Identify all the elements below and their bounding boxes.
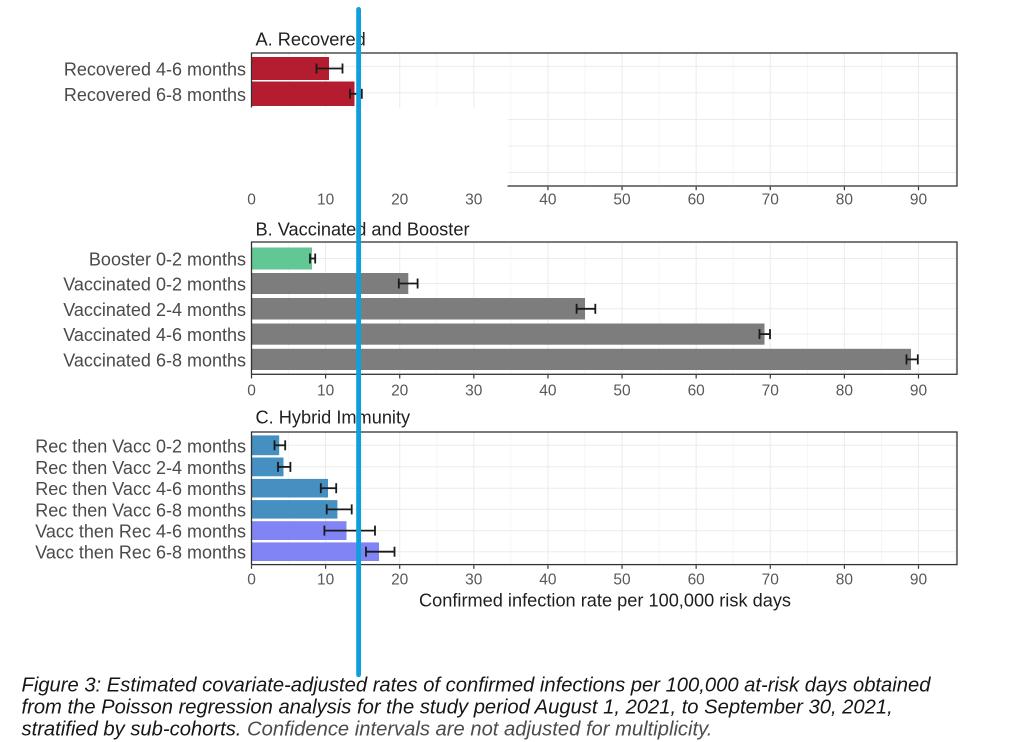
- svg-text:from the Poisson regression an: from the Poisson regression analysis for…: [22, 697, 893, 719]
- svg-text:30: 30: [465, 571, 483, 588]
- svg-text:60: 60: [688, 192, 706, 209]
- svg-text:Rec then Vacc 4-6 months: Rec then Vacc 4-6 months: [35, 479, 246, 499]
- svg-text:40: 40: [539, 571, 557, 588]
- svg-text:0: 0: [247, 192, 256, 209]
- svg-text:60: 60: [688, 571, 706, 588]
- svg-text:50: 50: [613, 383, 631, 400]
- svg-text:Vaccinated 2-4 months: Vaccinated 2-4 months: [63, 300, 246, 320]
- svg-text:Rec then Vacc 0-2 months: Rec then Vacc 0-2 months: [35, 436, 246, 456]
- svg-text:C. Hybrid Immunity: C. Hybrid Immunity: [256, 408, 412, 428]
- svg-text:80: 80: [836, 192, 854, 209]
- svg-text:Rec then Vacc 2-4 months: Rec then Vacc 2-4 months: [35, 458, 246, 478]
- svg-text:Vacc then Rec 6-8 months: Vacc then Rec 6-8 months: [35, 543, 246, 563]
- svg-text:60: 60: [688, 383, 706, 400]
- svg-text:stratified by sub-cohorts. Con: stratified by sub-cohorts. Confidence in…: [22, 719, 713, 741]
- svg-text:Booster 0-2 months: Booster 0-2 months: [89, 250, 246, 270]
- svg-text:0: 0: [247, 383, 256, 400]
- svg-text:0: 0: [247, 571, 256, 588]
- svg-text:80: 80: [836, 383, 854, 400]
- svg-text:Vacc then Rec 4-6 months: Vacc then Rec 4-6 months: [35, 522, 246, 542]
- svg-text:Vaccinated 4-6 months: Vaccinated 4-6 months: [63, 325, 246, 345]
- svg-text:Figure 3: Estimated covariate-: Figure 3: Estimated covariate-adjusted r…: [22, 675, 932, 697]
- svg-text:90: 90: [910, 571, 928, 588]
- svg-text:30: 30: [465, 192, 483, 209]
- svg-text:90: 90: [910, 192, 928, 209]
- svg-text:Rec then Vacc 6-8 months: Rec then Vacc 6-8 months: [35, 500, 246, 520]
- svg-text:Confirmed infection rate per 1: Confirmed infection rate per 100,000 ris…: [419, 591, 791, 611]
- svg-text:90: 90: [910, 383, 928, 400]
- svg-text:50: 50: [613, 192, 631, 209]
- svg-text:20: 20: [391, 192, 409, 209]
- svg-text:Recovered 4-6 months: Recovered 4-6 months: [64, 60, 246, 80]
- svg-text:70: 70: [762, 383, 780, 400]
- svg-text:80: 80: [836, 571, 854, 588]
- svg-text:10: 10: [317, 571, 335, 588]
- svg-text:70: 70: [762, 192, 780, 209]
- svg-text:10: 10: [317, 383, 335, 400]
- svg-text:70: 70: [762, 571, 780, 588]
- svg-text:20: 20: [391, 571, 409, 588]
- svg-text:50: 50: [613, 571, 631, 588]
- svg-text:10: 10: [317, 192, 335, 209]
- svg-text:40: 40: [539, 192, 557, 209]
- svg-text:Vaccinated 6-8 months: Vaccinated 6-8 months: [63, 350, 246, 370]
- svg-text:20: 20: [391, 383, 409, 400]
- svg-text:30: 30: [465, 383, 483, 400]
- svg-text:A. Recovered: A. Recovered: [256, 30, 366, 50]
- svg-text:B. Vaccinated and Booster: B. Vaccinated and Booster: [256, 219, 470, 239]
- svg-text:40: 40: [539, 383, 557, 400]
- svg-text:Recovered 6-8 months: Recovered 6-8 months: [64, 85, 246, 105]
- svg-text:Vaccinated 0-2 months: Vaccinated 0-2 months: [63, 275, 246, 295]
